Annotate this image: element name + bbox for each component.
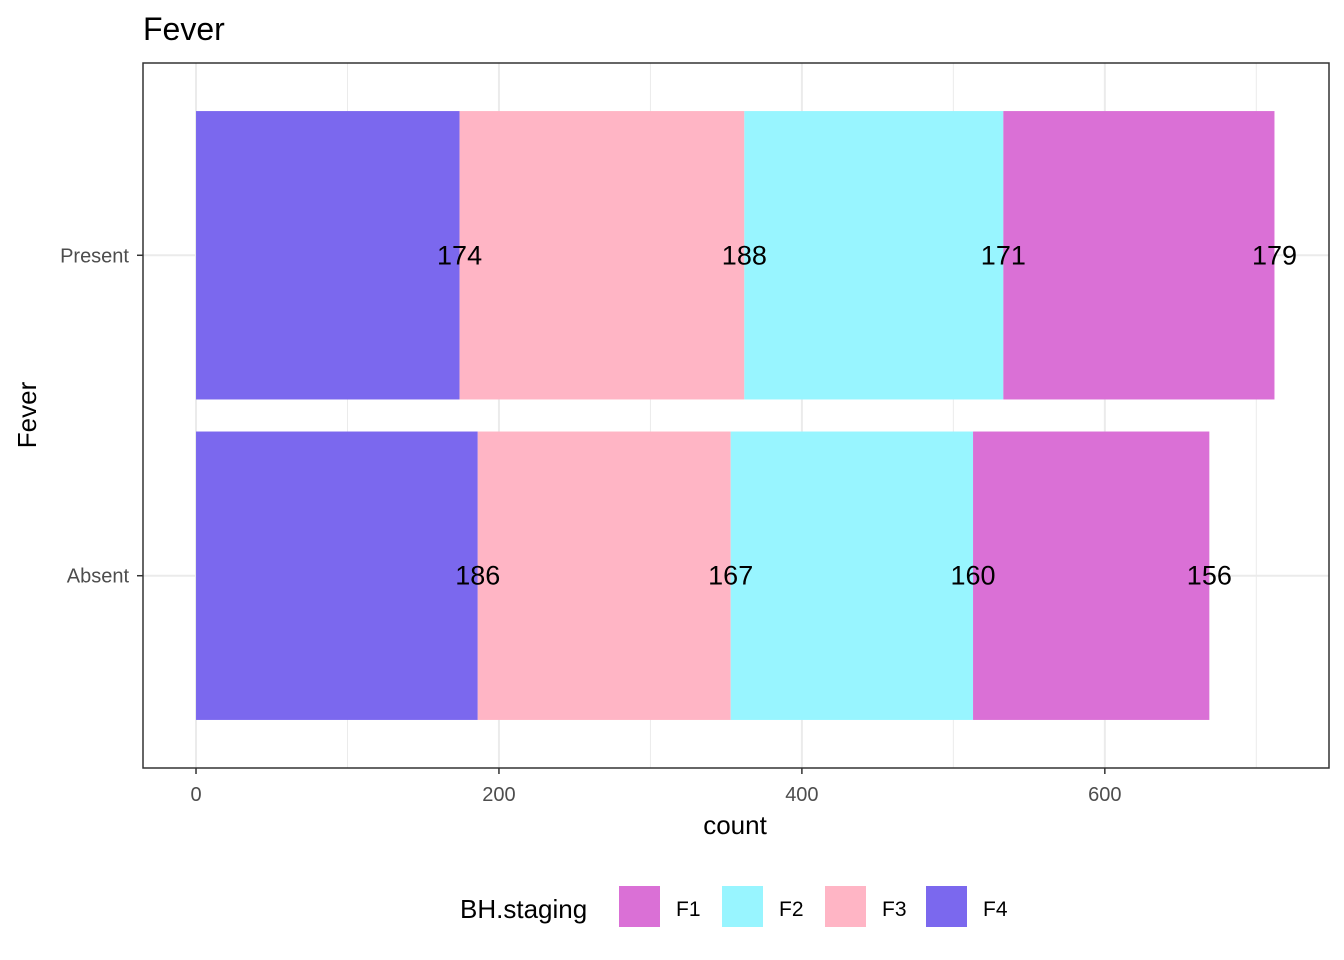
data-label-absent-f3: 167 (708, 561, 753, 591)
legend-label-f2: F2 (779, 898, 804, 921)
data-label-present-f2: 171 (981, 240, 1026, 270)
x-tick-label: 400 (785, 784, 818, 806)
data-label-present-f4: 174 (437, 240, 482, 270)
bar-present-f2 (744, 111, 1004, 400)
y-tick-label: Present (60, 245, 129, 267)
legend-key-f2 (722, 886, 763, 927)
x-axis: 0 200 400 600 (190, 768, 1122, 806)
legend: BH.staging F1 F2 F3 F4 (460, 886, 1008, 927)
bar-absent-f4 (196, 431, 478, 720)
x-tick-label: 0 (190, 784, 201, 806)
legend-key-f4 (926, 886, 967, 927)
x-tick-label: 600 (1088, 784, 1121, 806)
data-label-present-f1: 179 (1252, 240, 1297, 270)
panel-outline (142, 62, 1330, 769)
legend-key-f3 (825, 886, 866, 927)
x-tick-label: 200 (482, 784, 515, 806)
bar-absent-f2 (730, 431, 974, 720)
legend-label-f1: F1 (676, 898, 701, 921)
bar-present-f3 (459, 111, 745, 400)
data-labels: 186 167 160 156 174 188 171 179 (437, 240, 1297, 590)
y-axis: Absent Present (60, 245, 143, 588)
data-label-absent-f2: 160 (951, 561, 996, 591)
data-label-present-f3: 188 (722, 240, 767, 270)
bars (196, 111, 1275, 720)
bar-absent-f1 (973, 431, 1210, 720)
legend-label-f3: F3 (882, 898, 907, 921)
y-axis-title: Fever (12, 381, 42, 448)
chart-title: Fever (143, 11, 225, 47)
y-tick-label: Absent (67, 566, 130, 588)
bar-present-f4 (196, 111, 460, 400)
data-label-absent-f4: 186 (455, 561, 500, 591)
legend-title: BH.staging (460, 894, 587, 924)
panel-border (142, 62, 1330, 769)
legend-label-f4: F4 (983, 898, 1008, 921)
legend-key-f1 (619, 886, 660, 927)
data-label-absent-f1: 156 (1187, 561, 1232, 591)
x-axis-title: count (703, 810, 767, 840)
bar-present-f1 (1003, 111, 1275, 400)
bar-absent-f3 (477, 431, 731, 720)
